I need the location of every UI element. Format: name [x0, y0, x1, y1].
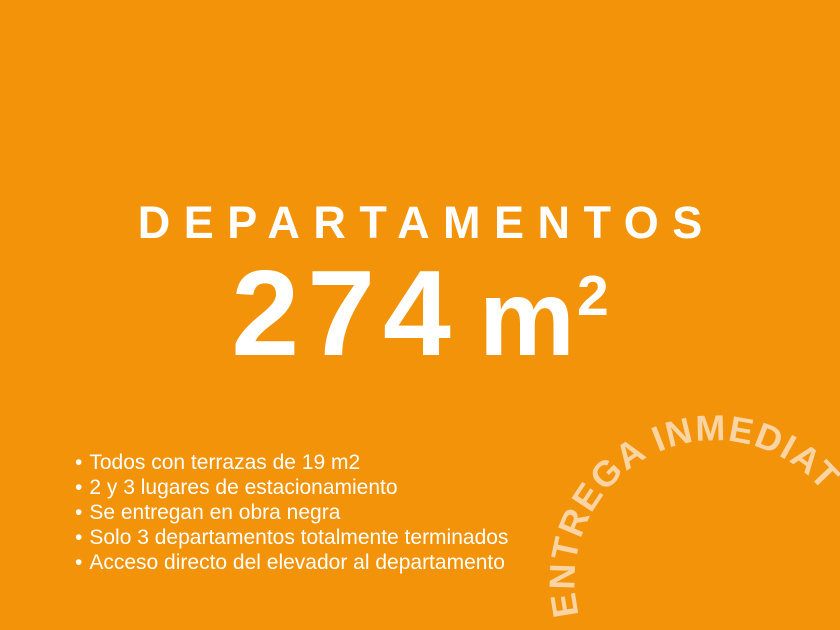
- list-item: • Solo 3 departamentos totalmente termina…: [75, 525, 508, 550]
- list-item: • Acceso directo del elevador al departam…: [75, 550, 508, 575]
- bullet-icon: •: [75, 551, 83, 574]
- feature-text: Se entregan en obra negra: [89, 501, 341, 524]
- bullet-icon: •: [75, 451, 83, 474]
- list-item: • Todos con terrazas de 19 m2: [75, 450, 508, 475]
- size-number: 274: [231, 245, 459, 381]
- feature-text: Acceso directo del elevador al departame…: [89, 551, 505, 574]
- feature-text: Todos con terrazas de 19 m2: [89, 451, 361, 474]
- size-exponent: 2: [576, 264, 609, 328]
- feature-text: Solo 3 departamentos totalmente terminad…: [89, 526, 509, 549]
- size-unit: m: [478, 257, 575, 378]
- bullet-icon: •: [75, 501, 83, 524]
- apartment-size: 274 m2: [0, 252, 840, 374]
- feature-text: 2 y 3 lugares de estacionamiento: [89, 476, 398, 499]
- feature-list: • Todos con terrazas de 19 m2 • 2 y 3 luga…: [75, 450, 508, 575]
- page-title: DEPARTAMENTOS: [137, 197, 716, 248]
- bullet-icon: •: [75, 476, 83, 499]
- bullet-icon: •: [75, 526, 83, 549]
- list-item: • Se entregan en obra negra: [75, 500, 508, 525]
- list-item: • 2 y 3 lugares de estacionamiento: [75, 475, 508, 500]
